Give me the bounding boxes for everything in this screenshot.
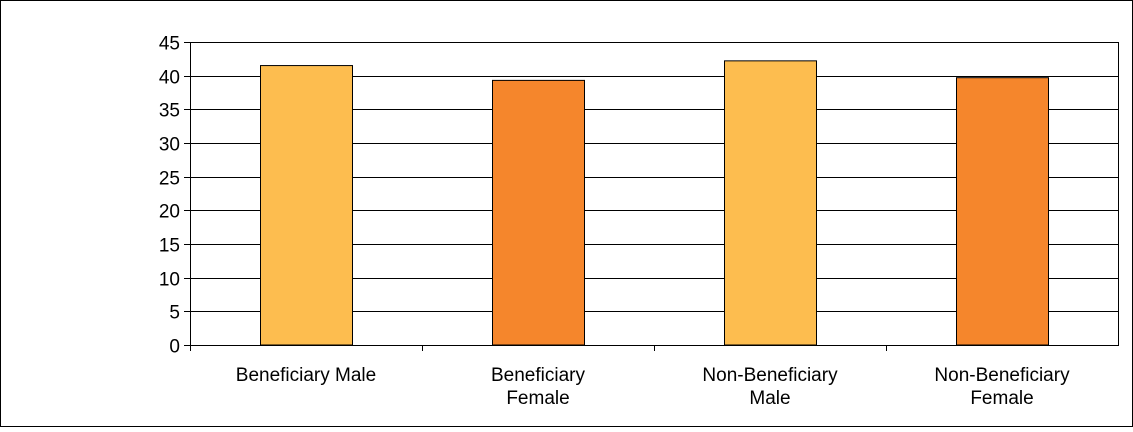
y-tick-label: 20 [159, 202, 180, 223]
y-tick-label: 35 [159, 101, 180, 122]
x-tick-label: Beneficiary Male [236, 365, 376, 386]
x-tick-label: Non-Beneficiary Male [702, 365, 838, 409]
y-tick-label: 45 [159, 34, 180, 55]
x-tick-label: Beneficiary Female [491, 365, 585, 409]
axes [184, 42, 1119, 351]
y-tick-label: 10 [159, 270, 180, 291]
bar [724, 60, 817, 346]
bar [492, 79, 585, 346]
bars [260, 60, 1049, 346]
y-tick-label: 25 [159, 169, 180, 190]
y-tick-labels: 0 5 10 15 20 25 30 35 40 45 [159, 34, 180, 358]
y-tick-label: 15 [159, 236, 180, 257]
y-tick-label: 30 [159, 135, 180, 156]
y-tick-label: 0 [169, 337, 180, 358]
x-tick-labels: Beneficiary Male Beneficiary Female Non-Ben… [236, 365, 1070, 409]
y-tick-label: 5 [169, 303, 180, 324]
bar [956, 77, 1049, 346]
bar [260, 65, 353, 346]
y-tick-label: 40 [159, 68, 180, 89]
x-tick-label: Non-Beneficiary Female [934, 365, 1070, 409]
